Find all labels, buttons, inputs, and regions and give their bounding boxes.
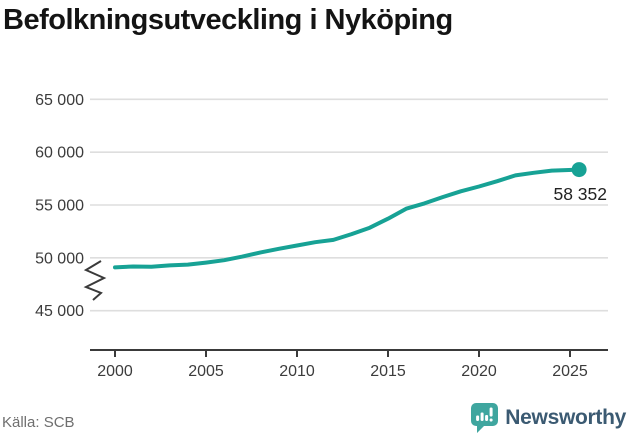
axis-break-icon (83, 260, 107, 301)
brand-name: Newsworthy (505, 406, 626, 429)
y-tick-label: 55 000 (35, 198, 84, 215)
endpoint-value-label: 58 352 (553, 184, 607, 204)
y-tick-label: 50 000 (35, 250, 84, 267)
y-tick-label: 45 000 (35, 303, 84, 320)
x-tick-label: 2025 (552, 363, 588, 380)
newsworthy-bar-chart-bubble-icon (471, 403, 499, 433)
x-tick-label: 2010 (279, 363, 315, 380)
y-tick-label: 60 000 (35, 145, 84, 162)
x-tick-label: 2020 (461, 363, 497, 380)
x-tick-label: 2000 (97, 363, 133, 380)
chart-title: Befolkningsutveckling i Nyköping (3, 4, 453, 36)
x-tick-label: 2005 (188, 363, 224, 380)
y-tick-label: 65 000 (35, 92, 84, 109)
x-tick-label: 2015 (370, 363, 406, 380)
newsworthy-logo: Newsworthy (470, 402, 626, 434)
source-note: Källa: SCB (2, 414, 75, 431)
population-line (113, 167, 582, 270)
endpoint-dot (571, 162, 587, 178)
